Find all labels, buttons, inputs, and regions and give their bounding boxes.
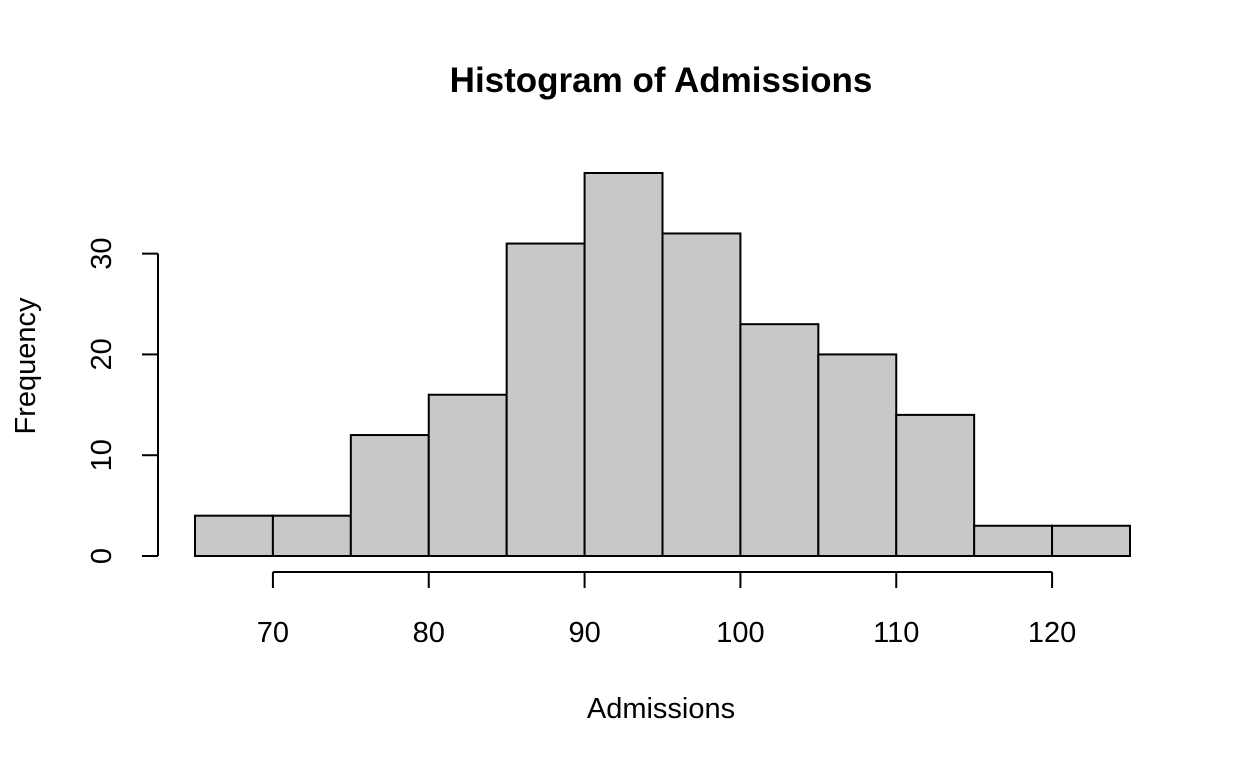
x-axis: 70 80 90 100 110 120 [257, 571, 1076, 649]
y-tick-label: 20 [86, 338, 118, 370]
histogram-bar [973, 524, 1054, 558]
x-tick-label: 70 [257, 617, 289, 649]
histogram-bar [583, 172, 664, 557]
x-axis-label: Admissions [587, 693, 735, 725]
x-tick-label: 90 [568, 617, 600, 649]
x-tick-label: 100 [716, 617, 764, 649]
histogram-bar [817, 353, 898, 557]
histogram-bar [895, 413, 976, 558]
histogram-bar [349, 434, 430, 558]
histogram-bar [505, 242, 586, 557]
y-tick-label: 30 [86, 237, 118, 269]
histogram-bar [661, 232, 742, 557]
y-axis-label: Frequency [10, 297, 42, 435]
histogram-bar [739, 323, 820, 557]
y-tick-label: 10 [86, 439, 118, 471]
bars-layer [194, 172, 1132, 558]
y-tick-label: 0 [86, 548, 118, 564]
histogram-bar [1051, 524, 1132, 558]
histogram-bar [271, 514, 352, 557]
chart-title: Histogram of Admissions [450, 61, 873, 100]
histogram-bar [194, 514, 274, 557]
x-tick-label: 110 [873, 617, 919, 649]
y-axis: 0 10 20 30 [86, 237, 159, 564]
histogram-bar [427, 393, 508, 557]
x-tick-label: 120 [1028, 617, 1076, 649]
x-tick-label: 80 [413, 617, 445, 649]
